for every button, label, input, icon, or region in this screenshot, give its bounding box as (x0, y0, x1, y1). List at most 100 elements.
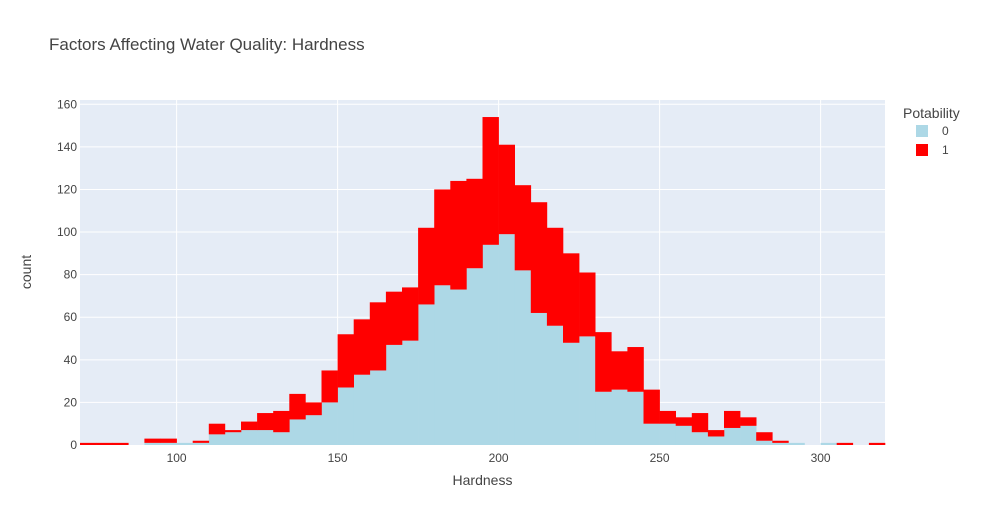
bar-series-0 (369, 370, 387, 445)
bar-series-1 (337, 334, 354, 388)
x-tick-label: 100 (167, 451, 187, 465)
bar-series-1 (756, 432, 773, 441)
x-axis-title: Hardness (453, 472, 513, 488)
bar-series-0 (224, 432, 242, 445)
legend-entry-label: 0 (942, 124, 949, 138)
y-tick-label: 80 (64, 268, 78, 282)
bar-series-0 (418, 304, 435, 445)
bar-series-1 (353, 319, 371, 375)
bar-series-0 (724, 427, 741, 445)
legend-title: Potability (903, 105, 960, 121)
bar-series-1 (96, 442, 113, 445)
bar-series-1 (402, 287, 419, 341)
bar-series-0 (337, 387, 354, 445)
bar-series-1 (530, 202, 548, 313)
bar-series-0 (289, 419, 306, 445)
bar-series-1 (289, 393, 306, 420)
bar-series-1 (643, 389, 660, 424)
legend-entry-label: 1 (942, 143, 949, 157)
bar-series-1 (740, 417, 757, 426)
bar-series-0 (707, 436, 725, 445)
bar-series-1 (498, 144, 515, 235)
y-axis-title: count (18, 255, 34, 289)
bar-series-1 (659, 410, 676, 424)
bar-series-1 (579, 272, 596, 337)
bar-series-1 (434, 189, 451, 286)
bar-series-1 (321, 370, 338, 403)
bar-series-1 (418, 227, 435, 305)
bar-series-1 (611, 351, 628, 390)
bar-series-0 (563, 342, 580, 445)
legend-swatch (916, 144, 928, 156)
x-axis-ticks: 100 150 200 250 300 (167, 451, 831, 465)
bar-series-1 (466, 178, 483, 269)
bar-series-0 (434, 285, 451, 445)
bar-series-0 (385, 344, 403, 445)
bar-series-0 (160, 442, 177, 445)
bar-series-0 (466, 268, 483, 445)
bar-series-0 (144, 442, 161, 445)
bar-series-0 (353, 374, 371, 445)
y-tick-label: 20 (64, 395, 78, 409)
bar-series-0 (450, 289, 467, 445)
bar-series-0 (659, 423, 676, 445)
bar-series-0 (627, 391, 644, 445)
y-tick-label: 40 (64, 353, 78, 367)
bar-series-0 (788, 442, 805, 445)
bar-series-1 (273, 410, 290, 433)
bar-series-1 (595, 332, 612, 392)
legend: Potability 0 1 (903, 105, 960, 157)
legend-swatch (916, 125, 928, 137)
chart-title: Factors Affecting Water Quality: Hardnes… (49, 35, 365, 54)
bar-series-1 (112, 442, 129, 445)
bar-series-1 (868, 442, 886, 445)
x-tick-label: 150 (328, 451, 348, 465)
y-tick-label: 100 (57, 225, 77, 239)
bar-series-1 (160, 438, 177, 443)
bar-series-0 (740, 425, 757, 445)
bar-series-0 (402, 340, 419, 445)
bar-series-0 (482, 244, 499, 445)
bar-series-0 (820, 442, 837, 445)
x-tick-label: 300 (811, 451, 831, 465)
bar-series-1 (257, 413, 274, 431)
bar-series-1 (514, 185, 532, 271)
bar-series-1 (305, 402, 322, 416)
bar-series-1 (192, 440, 210, 443)
bar-series-0 (498, 234, 515, 445)
bars (80, 117, 886, 445)
bar-series-1 (208, 423, 226, 435)
bar-series-0 (530, 312, 548, 445)
bar-series-1 (144, 438, 161, 443)
bar-series-0 (176, 442, 193, 445)
bar-series-1 (385, 291, 403, 345)
bar-series-0 (546, 325, 564, 445)
bar-series-0 (208, 434, 226, 445)
bar-series-0 (257, 430, 274, 445)
bar-series-0 (579, 336, 596, 445)
bar-series-0 (595, 391, 612, 445)
bar-series-1 (836, 442, 854, 445)
bar-series-0 (772, 442, 789, 445)
bar-series-1 (80, 442, 97, 445)
bar-series-1 (450, 180, 467, 290)
bar-series-1 (563, 253, 580, 343)
bar-series-1 (707, 430, 725, 437)
bar-series-0 (273, 432, 290, 445)
y-tick-label: 60 (64, 310, 78, 324)
y-tick-label: 0 (70, 438, 77, 452)
bar-series-1 (627, 347, 644, 392)
bar-series-0 (192, 442, 210, 445)
bar-series-1 (482, 117, 499, 245)
bar-series-0 (611, 389, 628, 445)
bar-series-1 (546, 227, 564, 326)
bar-series-0 (321, 402, 338, 445)
y-axis-ticks: 0 20 40 60 80 100 120 140 160 (57, 97, 77, 452)
bar-series-1 (724, 410, 741, 428)
bar-series-0 (643, 423, 660, 445)
x-tick-label: 250 (650, 451, 670, 465)
bar-series-1 (772, 440, 789, 443)
bar-series-1 (369, 302, 387, 371)
y-tick-label: 160 (57, 97, 77, 111)
